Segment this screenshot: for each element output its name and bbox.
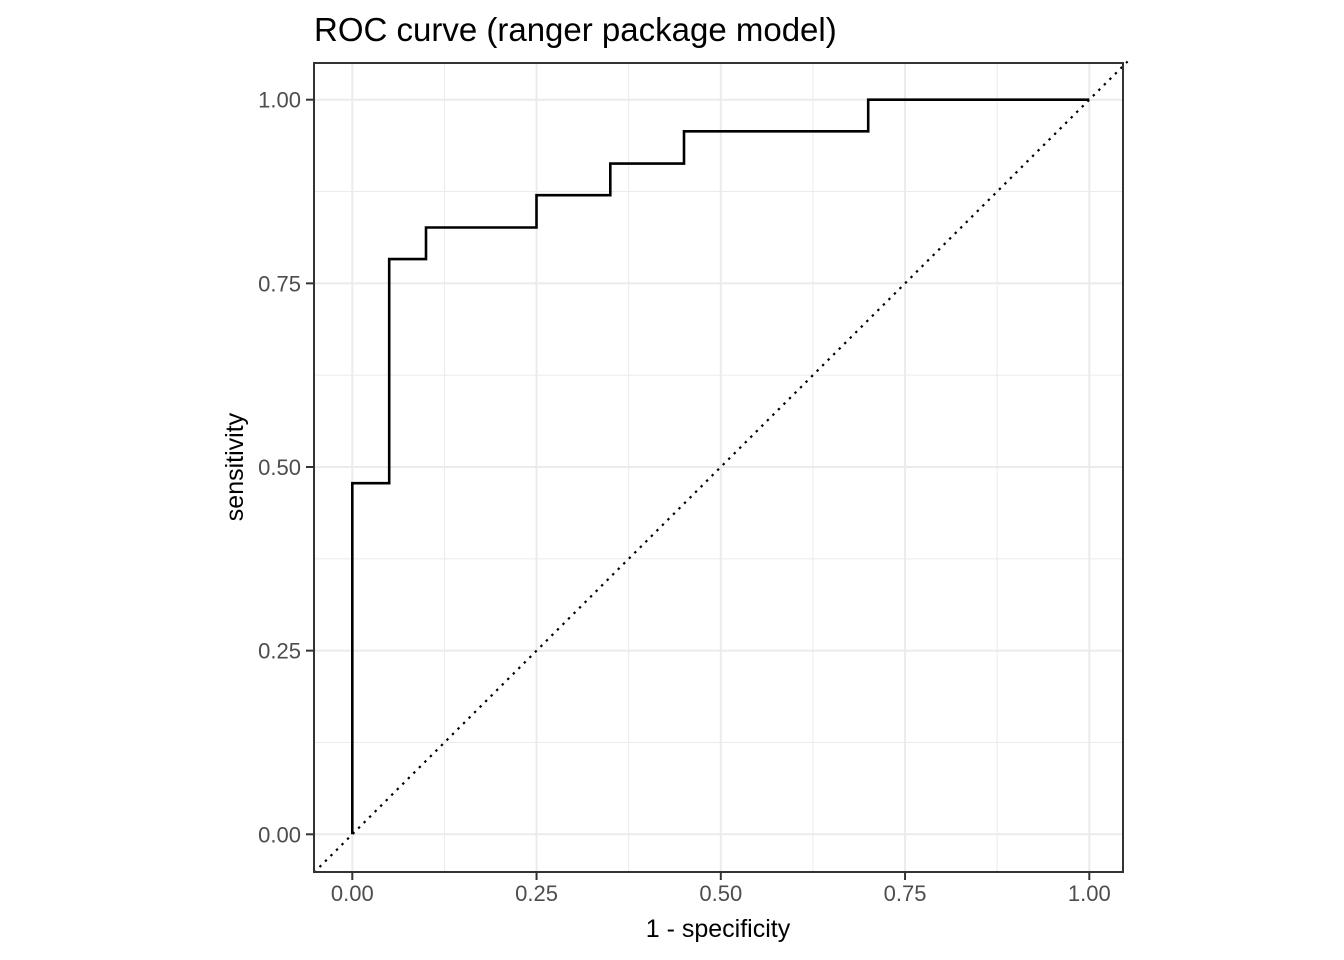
x-tick-label: 0.00 — [331, 881, 374, 906]
y-axis-title: sensitivity — [221, 412, 249, 521]
x-axis-title: 1 - specificity — [646, 915, 791, 943]
axis-ticks — [306, 98, 1091, 880]
series-layer — [313, 60, 1129, 874]
axis-tick-labels: 0.00 0.25 0.50 0.75 1.00 0.00 0.25 0.50 0.75 1.00 — [258, 88, 1111, 906]
x-tick-label: 0.75 — [884, 881, 927, 906]
x-tick-label: 0.50 — [699, 881, 742, 906]
gridlines-major — [314, 63, 1123, 872]
y-tick-label: 0.75 — [258, 271, 301, 296]
roc-curve-line — [351, 98, 1090, 835]
y-tick-label: 0.00 — [258, 822, 301, 847]
y-tick-label: 1.00 — [258, 88, 301, 113]
y-tick-label: 0.50 — [258, 455, 301, 480]
x-tick-label: 0.25 — [515, 881, 558, 906]
plot-title: ROC curve (ranger package model) — [314, 11, 837, 48]
y-tick-label: 0.25 — [258, 639, 301, 664]
x-tick-label: 1.00 — [1068, 881, 1111, 906]
